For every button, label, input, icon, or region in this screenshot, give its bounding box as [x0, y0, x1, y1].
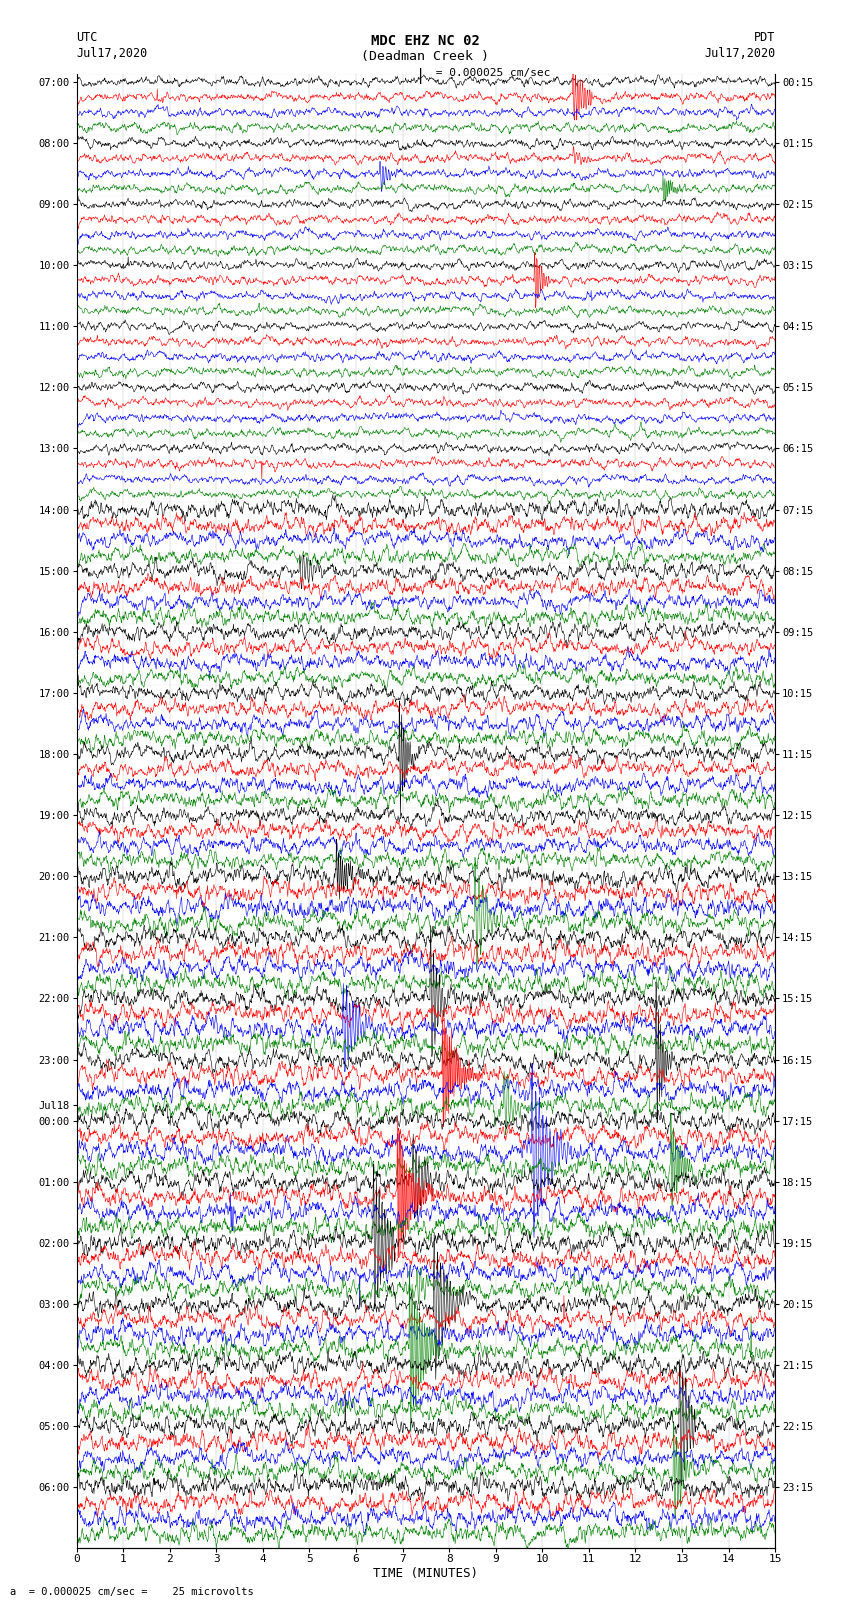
Text: = 0.000025 cm/sec: = 0.000025 cm/sec	[429, 68, 551, 77]
X-axis label: TIME (MINUTES): TIME (MINUTES)	[373, 1566, 479, 1579]
Text: Jul17,2020: Jul17,2020	[76, 47, 148, 60]
Text: PDT: PDT	[754, 31, 775, 44]
Text: MDC EHZ NC 02: MDC EHZ NC 02	[371, 34, 479, 48]
Text: (Deadman Creek ): (Deadman Creek )	[361, 50, 489, 63]
Text: UTC: UTC	[76, 31, 98, 44]
Text: a  = 0.000025 cm/sec =    25 microvolts: a = 0.000025 cm/sec = 25 microvolts	[10, 1587, 254, 1597]
Text: |: |	[416, 68, 425, 84]
Text: Jul17,2020: Jul17,2020	[704, 47, 775, 60]
